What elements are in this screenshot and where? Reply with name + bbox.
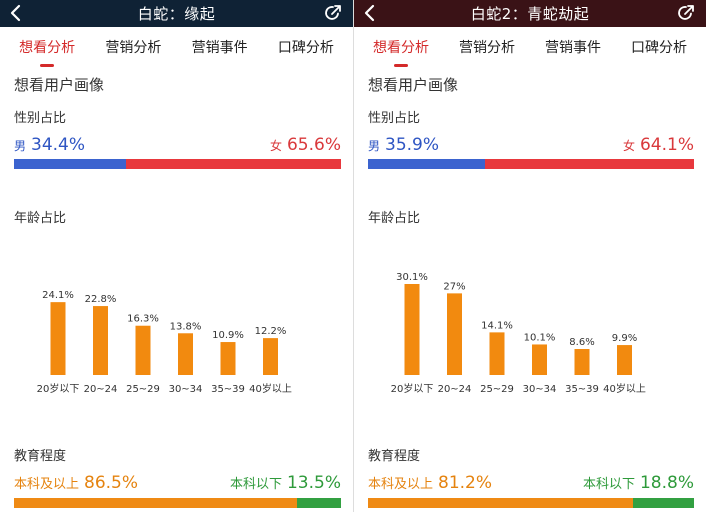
age-category-label-5: 40岁以上	[603, 382, 646, 395]
age-category-label-5: 40岁以上	[249, 382, 292, 395]
tab-want-analysis[interactable]: 想看分析	[19, 37, 75, 67]
female-label: 女	[622, 139, 635, 153]
tab-bar: 想看分析 营销分析 营销事件 口碑分析	[0, 27, 353, 71]
edu-below-label: 本科以下	[229, 477, 282, 492]
age-value-label-1: 22.8%	[85, 294, 117, 305]
edu-below-segment	[632, 498, 694, 508]
age-value-label-4: 8.6%	[569, 337, 594, 348]
age-bar-4	[220, 342, 236, 375]
education-ratio-bar	[14, 498, 341, 508]
movie-title: 白蛇2：青蛇劫起	[470, 5, 590, 23]
movie-panel-right: 白蛇2：青蛇劫起 想看分析 营销分析 营销事件 口碑分析 想看用户画像 性别占比…	[354, 0, 706, 512]
age-bar-3	[532, 344, 547, 375]
chevron-left-icon[interactable]	[8, 4, 24, 22]
age-value-label-4: 10.9%	[212, 330, 244, 341]
education-ratio-bar	[368, 498, 694, 508]
age-value-label-1: 27%	[443, 281, 465, 292]
education-values: 本科及以上 81.2% 本科以下 18.8%	[368, 471, 694, 493]
movie-title: 白蛇：缘起	[137, 5, 216, 23]
chevron-left-icon[interactable]	[362, 4, 378, 22]
age-label: 年龄占比	[14, 211, 67, 226]
edu-above-value: 81.2%	[438, 473, 493, 493]
female-value: 65.6%	[286, 135, 341, 155]
female-value: 64.1%	[639, 135, 694, 155]
edu-below-value: 13.5%	[286, 473, 341, 493]
age-value-label-5: 12.2%	[255, 326, 287, 337]
male-segment	[14, 159, 127, 169]
top-bar: 白蛇：缘起	[0, 0, 353, 27]
gender-label: 性别占比	[14, 111, 67, 126]
panel-divider	[353, 0, 354, 512]
age-bar-1	[93, 306, 108, 375]
male-value: 35.9%	[385, 135, 440, 155]
share-icon[interactable]	[676, 3, 696, 23]
tab-marketing-analysis[interactable]: 营销分析	[459, 40, 515, 56]
age-bar-4	[574, 349, 590, 375]
section-title: 想看用户画像	[368, 76, 459, 94]
age-value-label-0: 30.1%	[396, 272, 428, 283]
edu-below-segment	[296, 498, 341, 508]
edu-above-label: 本科及以上	[14, 477, 80, 492]
female-segment	[485, 159, 694, 169]
male-value: 34.4%	[31, 135, 86, 155]
gender-values: 男 34.4% 女 65.6%	[14, 135, 341, 155]
female-segment	[126, 159, 341, 169]
age-bar-2	[135, 325, 151, 375]
age-category-label-4: 35~39	[211, 384, 245, 395]
age-value-label-3: 13.8%	[170, 321, 202, 332]
edu-above-segment	[368, 498, 633, 508]
female-label: 女	[269, 139, 282, 153]
age-bar-3	[178, 333, 193, 375]
age-bar-0	[50, 302, 66, 375]
age-category-label-3: 30~34	[169, 384, 203, 395]
age-value-label-3: 10.1%	[524, 332, 556, 343]
male-label: 男	[368, 139, 381, 153]
age-category-label-4: 35~39	[565, 384, 599, 395]
age-bar-0	[404, 284, 420, 375]
tab-bar: 想看分析 营销分析 营销事件 口碑分析	[354, 27, 706, 71]
male-label: 男	[14, 139, 27, 153]
tab-word-of-mouth[interactable]: 口碑分析	[631, 40, 687, 56]
age-value-label-5: 9.9%	[612, 333, 637, 344]
age-category-label-1: 20~24	[84, 384, 118, 395]
tab-want-analysis[interactable]: 想看分析	[373, 37, 429, 67]
age-category-label-3: 30~34	[523, 384, 557, 395]
age-label: 年龄占比	[368, 211, 421, 226]
edu-below-label: 本科以下	[582, 477, 635, 492]
gender-label: 性别占比	[368, 111, 421, 126]
age-category-label-2: 25~29	[126, 384, 160, 395]
age-category-label-2: 25~29	[480, 384, 514, 395]
section-title: 想看用户画像	[14, 76, 105, 94]
share-icon[interactable]	[323, 3, 343, 23]
edu-above-segment	[14, 498, 297, 508]
age-value-label-2: 16.3%	[127, 314, 159, 325]
age-bar-1	[447, 293, 462, 375]
tab-marketing-events[interactable]: 营销事件	[545, 40, 601, 56]
age-category-label-1: 20~24	[438, 384, 472, 395]
age-value-label-2: 14.1%	[481, 320, 513, 331]
tab-marketing-events[interactable]: 营销事件	[191, 40, 248, 56]
male-segment	[368, 159, 486, 169]
gender-ratio-bar	[368, 159, 694, 169]
age-bar-2	[489, 332, 505, 375]
age-bar-5	[617, 345, 632, 375]
edu-above-label: 本科及以上	[368, 477, 434, 492]
edu-above-value: 86.5%	[84, 473, 139, 493]
gender-values: 男 35.9% 女 64.1%	[368, 135, 694, 155]
top-bar: 白蛇2：青蛇劫起	[354, 0, 706, 27]
education-label: 教育程度	[14, 449, 67, 464]
age-value-label-0: 24.1%	[42, 290, 74, 301]
age-bar-5	[263, 338, 278, 375]
tab-marketing-analysis[interactable]: 营销分析	[105, 40, 162, 56]
edu-below-value: 18.8%	[639, 473, 694, 493]
education-label: 教育程度	[368, 449, 421, 464]
tab-word-of-mouth[interactable]: 口碑分析	[277, 40, 334, 56]
gender-ratio-bar	[14, 159, 341, 169]
education-values: 本科及以上 86.5% 本科以下 13.5%	[14, 471, 341, 493]
profile-content: 想看用户画像 性别占比 男 35.9% 女 64.1% 年龄占比 30.1% 20岁以…	[354, 71, 706, 512]
age-category-label-0: 20岁以下	[391, 382, 434, 395]
age-category-label-0: 20岁以下	[37, 382, 80, 395]
profile-content: 想看用户画像 性别占比 男 34.4% 女 65.6% 年龄占比 24.1% 20岁以…	[0, 71, 353, 512]
